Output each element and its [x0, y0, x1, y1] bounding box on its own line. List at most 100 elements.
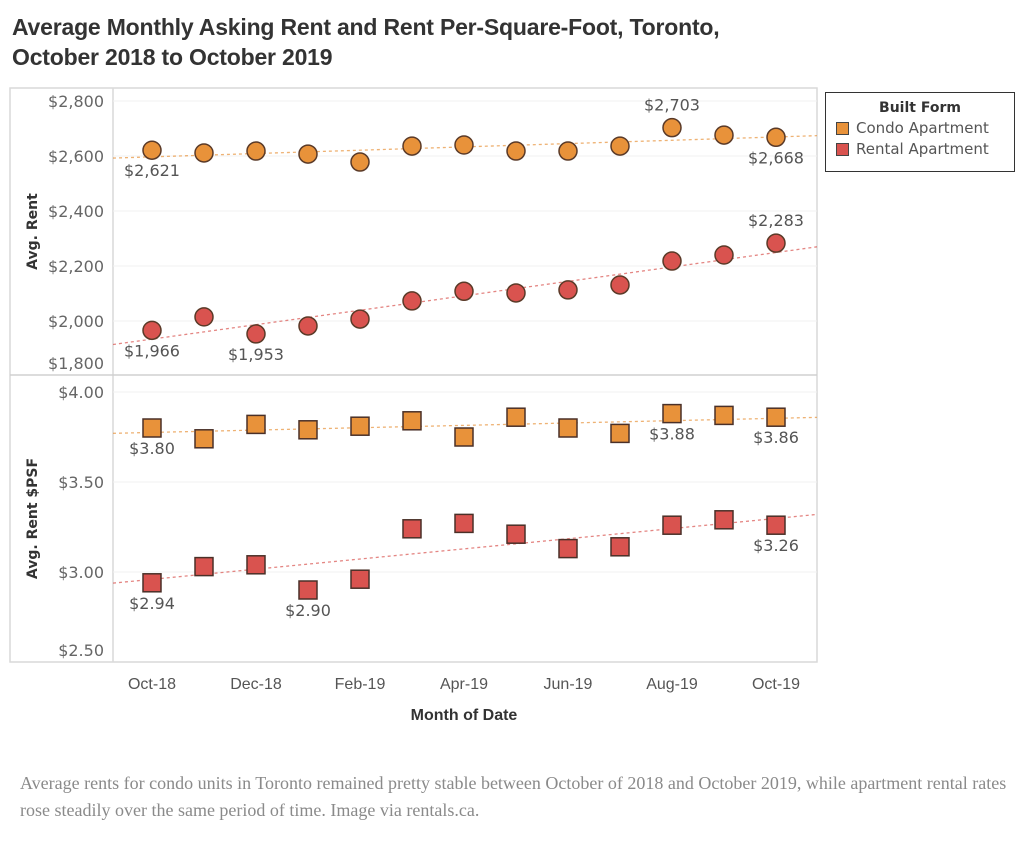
data-label: $2,668	[748, 148, 804, 167]
data-point-rental-apartment	[194, 556, 214, 577]
x-tick-label: Feb-19	[335, 676, 386, 693]
data-point-condo-apartment	[662, 403, 682, 424]
data-point-rental-apartment	[454, 513, 474, 534]
legend-item-rental-apartment[interactable]: Rental Apartment	[836, 140, 1014, 158]
data-point-condo-apartment	[506, 141, 526, 161]
top-panel-avg-rent: $1,800 $2,000 $2,200 $2,400 $2,600 $2,800 Avg.…	[25, 92, 818, 373]
data-label: $2,283	[748, 211, 804, 230]
data-label: $2,621	[124, 161, 180, 180]
data-label: $2.94	[129, 594, 175, 613]
data-point-rental-apartment	[246, 324, 266, 344]
data-point-condo-apartment	[610, 136, 630, 156]
data-point-condo-apartment	[142, 418, 162, 438]
legend: Built Form Condo Apartment Rental Apartm…	[825, 92, 1015, 172]
data-label: $3.26	[753, 536, 799, 555]
legend-item-condo-apartment[interactable]: Condo Apartment	[836, 119, 1014, 137]
legend-label-rental: Rental Apartment	[856, 140, 989, 158]
data-point-condo-apartment	[402, 136, 422, 156]
image-caption: Average rents for condo units in Toronto…	[20, 773, 1007, 820]
data-point-condo-apartment	[246, 414, 266, 435]
data-point-condo-apartment	[506, 407, 526, 427]
data-label: $3.80	[129, 439, 175, 458]
data-point-rental-apartment	[402, 291, 422, 311]
y-tick-label: $2,400	[48, 202, 104, 221]
y-tick-label: $3.00	[58, 563, 104, 582]
y-tick-label: $3.50	[58, 473, 104, 492]
data-point-rental-apartment	[558, 538, 578, 559]
data-point-condo-apartment	[766, 407, 786, 427]
data-point-condo-apartment	[662, 117, 682, 138]
x-tick-label: Dec-18	[230, 676, 282, 693]
data-point-rental-apartment	[662, 515, 682, 535]
chart-title: Average Monthly Asking Rent and Rent Per…	[12, 12, 720, 72]
legend-swatch-condo	[836, 121, 849, 135]
y-axis-title: Avg. Rent	[25, 193, 41, 270]
legend-label-condo: Condo Apartment	[856, 119, 989, 137]
data-label: $2.90	[285, 601, 331, 620]
y-tick-label: $2,600	[48, 147, 104, 166]
data-point-condo-apartment	[298, 144, 318, 164]
data-point-condo-apartment	[194, 429, 214, 449]
data-point-rental-apartment	[298, 316, 318, 336]
chart-title-line-1: Average Monthly Asking Rent and Rent Per…	[12, 14, 720, 40]
data-label: $1,953	[228, 345, 284, 364]
data-point-condo-apartment	[454, 135, 474, 155]
x-tick-label: Jun-19	[544, 676, 593, 693]
x-axis: Oct-18 Dec-18 Feb-19 Apr-19 Jun-19 Aug-19 Oct-…	[128, 676, 800, 724]
x-tick-label: Apr-19	[440, 676, 488, 693]
y-tick-label: $2,200	[48, 257, 104, 276]
data-point-rental-apartment	[558, 280, 578, 300]
data-point-rental-apartment	[246, 555, 266, 575]
data-point-rental-apartment	[454, 281, 474, 302]
data-point-condo-apartment	[714, 405, 734, 426]
data-point-rental-apartment	[506, 524, 526, 544]
data-point-rental-apartment	[298, 580, 318, 600]
y-tick-label: $2,800	[48, 92, 104, 111]
data-point-condo-apartment	[298, 420, 318, 440]
data-point-rental-apartment	[402, 519, 422, 539]
x-tick-label: Oct-18	[128, 676, 176, 693]
data-point-rental-apartment	[610, 275, 630, 295]
data-point-rental-apartment	[662, 251, 682, 271]
data-label: $3.88	[649, 425, 695, 444]
y-tick-label: $4.00	[58, 383, 104, 402]
data-point-rental-apartment	[142, 320, 162, 341]
data-point-rental-apartment	[766, 515, 786, 535]
x-axis-title: Month of Date	[411, 707, 518, 724]
data-point-condo-apartment	[454, 427, 474, 447]
data-point-condo-apartment	[402, 411, 422, 431]
data-label: $3.86	[753, 428, 799, 447]
data-point-condo-apartment	[610, 423, 630, 444]
x-tick-label: Aug-19	[646, 676, 698, 693]
data-label: $2,703	[644, 96, 700, 115]
data-point-condo-apartment	[350, 152, 370, 172]
data-point-rental-apartment	[142, 573, 162, 593]
data-point-rental-apartment	[350, 569, 370, 589]
data-point-rental-apartment	[194, 307, 214, 327]
legend-swatch-rental	[836, 142, 849, 156]
data-point-condo-apartment	[194, 143, 214, 163]
data-point-condo-apartment	[766, 127, 786, 148]
data-point-condo-apartment	[246, 141, 266, 161]
bottom-panel-avg-rent-psf: $2.50 $3.00 $3.50 $4.00 Avg. Rent $PSF $3.80 $…	[25, 383, 818, 660]
data-point-rental-apartment	[714, 245, 734, 265]
y-tick-label: $2.50	[58, 641, 104, 660]
legend-title: Built Form	[879, 100, 961, 116]
data-point-condo-apartment	[142, 140, 162, 160]
x-tick-label: Oct-19	[752, 676, 800, 693]
y-tick-label: $2,000	[48, 312, 104, 331]
data-point-condo-apartment	[714, 125, 734, 145]
data-label: $1,966	[124, 341, 180, 360]
data-point-rental-apartment	[350, 309, 370, 329]
data-point-condo-apartment	[558, 141, 578, 161]
data-point-rental-apartment	[714, 510, 734, 530]
data-point-rental-apartment	[610, 537, 630, 557]
chart-title-line-2: October 2018 to October 2019	[12, 44, 333, 70]
data-point-condo-apartment	[350, 416, 370, 436]
trend-line-rental-apartment	[112, 513, 818, 584]
data-point-condo-apartment	[558, 418, 578, 438]
chart-frame	[9, 87, 818, 663]
y-axis-title: Avg. Rent $PSF	[25, 458, 41, 579]
y-tick-label: $1,800	[48, 354, 104, 373]
data-point-rental-apartment	[766, 233, 786, 253]
